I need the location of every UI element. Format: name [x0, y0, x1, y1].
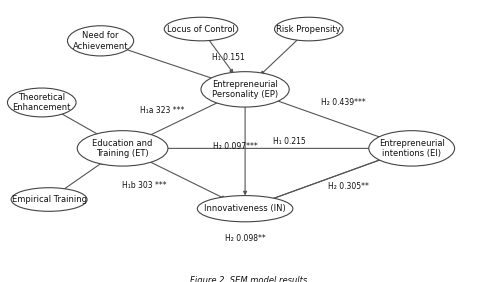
Text: H₂ 0.305**: H₂ 0.305**	[328, 182, 368, 191]
Text: Risk Propensity: Risk Propensity	[276, 25, 341, 34]
Text: H₁ 0.215: H₁ 0.215	[273, 137, 306, 146]
Text: Innovativeness (IN): Innovativeness (IN)	[204, 204, 286, 213]
Text: H₁b 303 ***: H₁b 303 ***	[122, 180, 167, 190]
Text: Figure 2. SEM model results.: Figure 2. SEM model results.	[190, 276, 310, 282]
Text: Locus of Control: Locus of Control	[167, 25, 235, 34]
Text: Empirical Training: Empirical Training	[12, 195, 86, 204]
Text: H₁ 0.151: H₁ 0.151	[212, 53, 244, 62]
Ellipse shape	[78, 131, 168, 166]
Text: Need for
Achievement: Need for Achievement	[73, 31, 128, 50]
Ellipse shape	[274, 17, 343, 41]
Ellipse shape	[68, 26, 134, 56]
Ellipse shape	[11, 188, 87, 211]
Text: H₂ 0.097***: H₂ 0.097***	[213, 142, 258, 151]
Text: H₂ 0.098**: H₂ 0.098**	[224, 234, 266, 243]
Text: Theoretical
Enhancement: Theoretical Enhancement	[12, 93, 71, 112]
Ellipse shape	[201, 72, 289, 107]
Ellipse shape	[198, 196, 293, 222]
Ellipse shape	[164, 17, 238, 41]
Text: Education and
Training (ET): Education and Training (ET)	[92, 139, 153, 158]
Text: H₂ 0.439***: H₂ 0.439***	[320, 98, 366, 107]
Text: H₁a 323 ***: H₁a 323 ***	[140, 106, 184, 115]
Ellipse shape	[8, 88, 76, 117]
Text: Entrepreneurial
intentions (EI): Entrepreneurial intentions (EI)	[379, 139, 444, 158]
Text: Entrepreneurial
Personality (EP): Entrepreneurial Personality (EP)	[212, 80, 278, 99]
Ellipse shape	[369, 131, 454, 166]
